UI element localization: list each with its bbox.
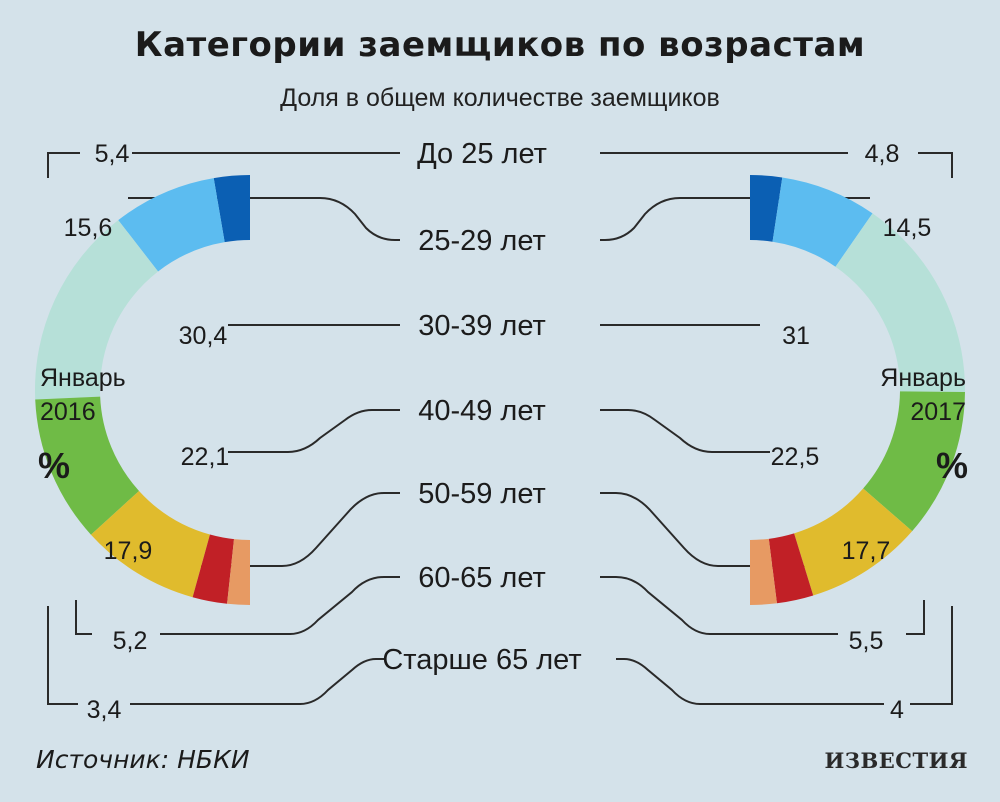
chart-title: Категории заемщиков по возрастам <box>135 25 865 65</box>
left-value-label: 3,4 <box>87 696 122 724</box>
left-segment <box>118 178 225 272</box>
leader-line <box>228 409 400 453</box>
right-segment <box>750 175 783 242</box>
category-label: 40-49 лет <box>418 395 546 427</box>
left-period-label-line2: 2016 <box>40 398 96 426</box>
left-value-label: 5,4 <box>95 140 130 168</box>
left-segment <box>227 539 250 605</box>
chart-subtitle: Доля в общем количестве заемщиков <box>280 84 720 112</box>
left-segment <box>213 175 250 243</box>
category-label: До 25 лет <box>417 138 547 170</box>
leader-line <box>47 152 80 178</box>
leader-line <box>160 492 400 567</box>
category-label: 30-39 лет <box>418 310 546 342</box>
right-value-label: 14,5 <box>883 214 932 242</box>
right-period-label-line1: Январь <box>880 364 966 392</box>
left-unit-label: % <box>38 445 70 486</box>
leader-line <box>918 152 953 178</box>
right-period-label-line2: 2017 <box>910 398 966 426</box>
right-segment <box>863 391 965 532</box>
right-value-label: 17,7 <box>842 537 891 565</box>
right-segment <box>794 488 913 596</box>
category-label: 60-65 лет <box>418 562 546 594</box>
category-label: 25-29 лет <box>418 225 546 257</box>
leader-line <box>75 576 400 635</box>
right-segment <box>750 538 777 605</box>
leader-line <box>47 606 384 705</box>
leader-lines <box>47 152 953 705</box>
left-segment <box>192 534 235 604</box>
leader-line <box>600 492 838 567</box>
left-segment <box>35 396 140 535</box>
brand-logo: ИЗВЕСТИЯ <box>825 748 968 773</box>
left-value-label: 22,1 <box>181 443 230 471</box>
left-period-label-line1: Январь <box>40 364 126 392</box>
right-unit-label: % <box>936 445 968 486</box>
left-value-label: 30,4 <box>179 322 228 350</box>
right-segment <box>768 533 814 604</box>
left-value-label: 17,9 <box>104 537 153 565</box>
leader-line <box>600 576 925 635</box>
leader-line <box>600 197 870 241</box>
right-segment <box>772 177 873 267</box>
right-value-label: 4 <box>890 696 904 724</box>
right-value-label: 5,5 <box>849 627 884 655</box>
right-value-label: 31 <box>782 322 810 350</box>
chart-labels: До 25 лет 25-29 лет 30-39 лет 40-49 лет 50-5… <box>64 138 932 724</box>
leader-line <box>600 409 770 453</box>
left-value-label: 5,2 <box>113 627 148 655</box>
left-value-label: 15,6 <box>64 214 113 242</box>
leader-line <box>128 197 400 241</box>
category-label: 50-59 лет <box>418 478 546 510</box>
left-segment <box>90 490 210 598</box>
right-segment <box>835 213 965 393</box>
source-note: Источник: НБКИ <box>36 745 250 774</box>
right-value-label: 22,5 <box>771 443 820 471</box>
category-label: Старше 65 лет <box>382 644 581 676</box>
right-value-label: 4,8 <box>865 140 900 168</box>
donut-segments <box>35 175 965 605</box>
left-segment <box>35 220 159 400</box>
leader-line <box>616 606 953 705</box>
